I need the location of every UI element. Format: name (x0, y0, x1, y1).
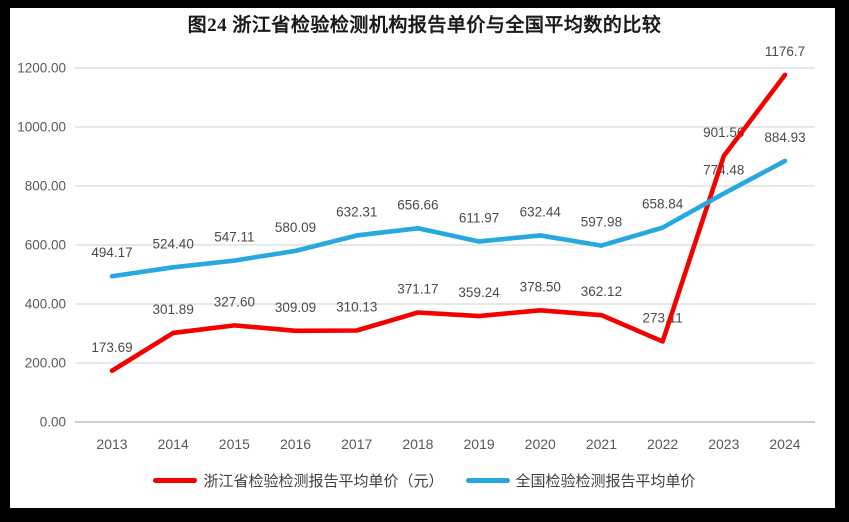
data-label: 1176.7 (765, 44, 805, 59)
data-label: 494.17 (91, 245, 132, 260)
data-label: 327.60 (214, 294, 255, 309)
data-label: 884.93 (764, 130, 805, 145)
y-tick-label: 200.00 (25, 356, 66, 371)
y-tick-label: 400.00 (25, 297, 66, 312)
x-tick-label: 2014 (158, 436, 189, 452)
chart-legend: 浙江省检验检测报告平均单价（元） 全国检验检测报告平均单价 (0, 470, 849, 491)
data-label: 309.09 (275, 300, 316, 315)
data-label: 774.48 (703, 163, 744, 178)
x-tick-label: 2016 (280, 436, 311, 452)
data-label: 359.24 (458, 285, 500, 300)
data-label: 173.69 (91, 340, 132, 355)
legend-label: 全国检验检测报告平均单价 (515, 473, 696, 490)
series-line-national (109, 158, 788, 279)
data-label: 580.09 (275, 220, 316, 235)
data-label: 656.66 (397, 197, 438, 212)
x-tick-label: 2013 (96, 436, 127, 452)
data-label: 632.31 (336, 204, 377, 219)
data-label: 901.56 (703, 125, 744, 140)
x-tick-label: 2018 (402, 436, 433, 452)
data-label: 611.97 (459, 210, 499, 225)
chart-canvas (10, 8, 835, 508)
x-tick-label: 2022 (647, 436, 678, 452)
y-tick-label: 600.00 (25, 238, 66, 253)
chart-title: 图24 浙江省检验检测机构报告单价与全国平均数的比较 (187, 15, 662, 36)
data-label: 371.17 (397, 282, 438, 297)
legend-item-national: 全国检验检测报告平均单价 (465, 470, 696, 491)
data-label: 301.89 (153, 302, 194, 317)
data-label: 658.84 (642, 197, 684, 212)
data-label: 547.11 (214, 230, 254, 245)
x-tick-label: 2023 (708, 436, 739, 452)
x-tick-label: 2019 (464, 436, 495, 452)
y-tick-label: 0.00 (40, 415, 66, 430)
data-label: 310.13 (336, 300, 377, 315)
data-label: 273.11 (642, 310, 682, 325)
x-tick-label: 2020 (525, 436, 556, 452)
data-label: 362.12 (581, 284, 622, 299)
data-label: 632.44 (520, 204, 562, 219)
data-label: 524.40 (153, 236, 194, 251)
legend-item-zhejiang: 浙江省检验检测报告平均单价（元） (153, 470, 444, 491)
data-label: 378.50 (520, 279, 561, 294)
x-tick-label: 2024 (769, 436, 800, 452)
x-tick-label: 2017 (341, 436, 372, 452)
x-tick-label: 2015 (219, 436, 250, 452)
legend-swatch-icon (465, 478, 510, 483)
y-tick-label: 1000.00 (17, 120, 66, 135)
legend-swatch-icon (153, 478, 198, 483)
data-label: 597.98 (581, 215, 622, 230)
series-line-zhejiang (109, 72, 788, 374)
legend-label: 浙江省检验检测报告平均单价（元） (203, 473, 444, 490)
y-tick-label: 1200.00 (17, 61, 66, 76)
y-tick-label: 800.00 (25, 179, 66, 194)
x-tick-label: 2021 (586, 436, 617, 452)
